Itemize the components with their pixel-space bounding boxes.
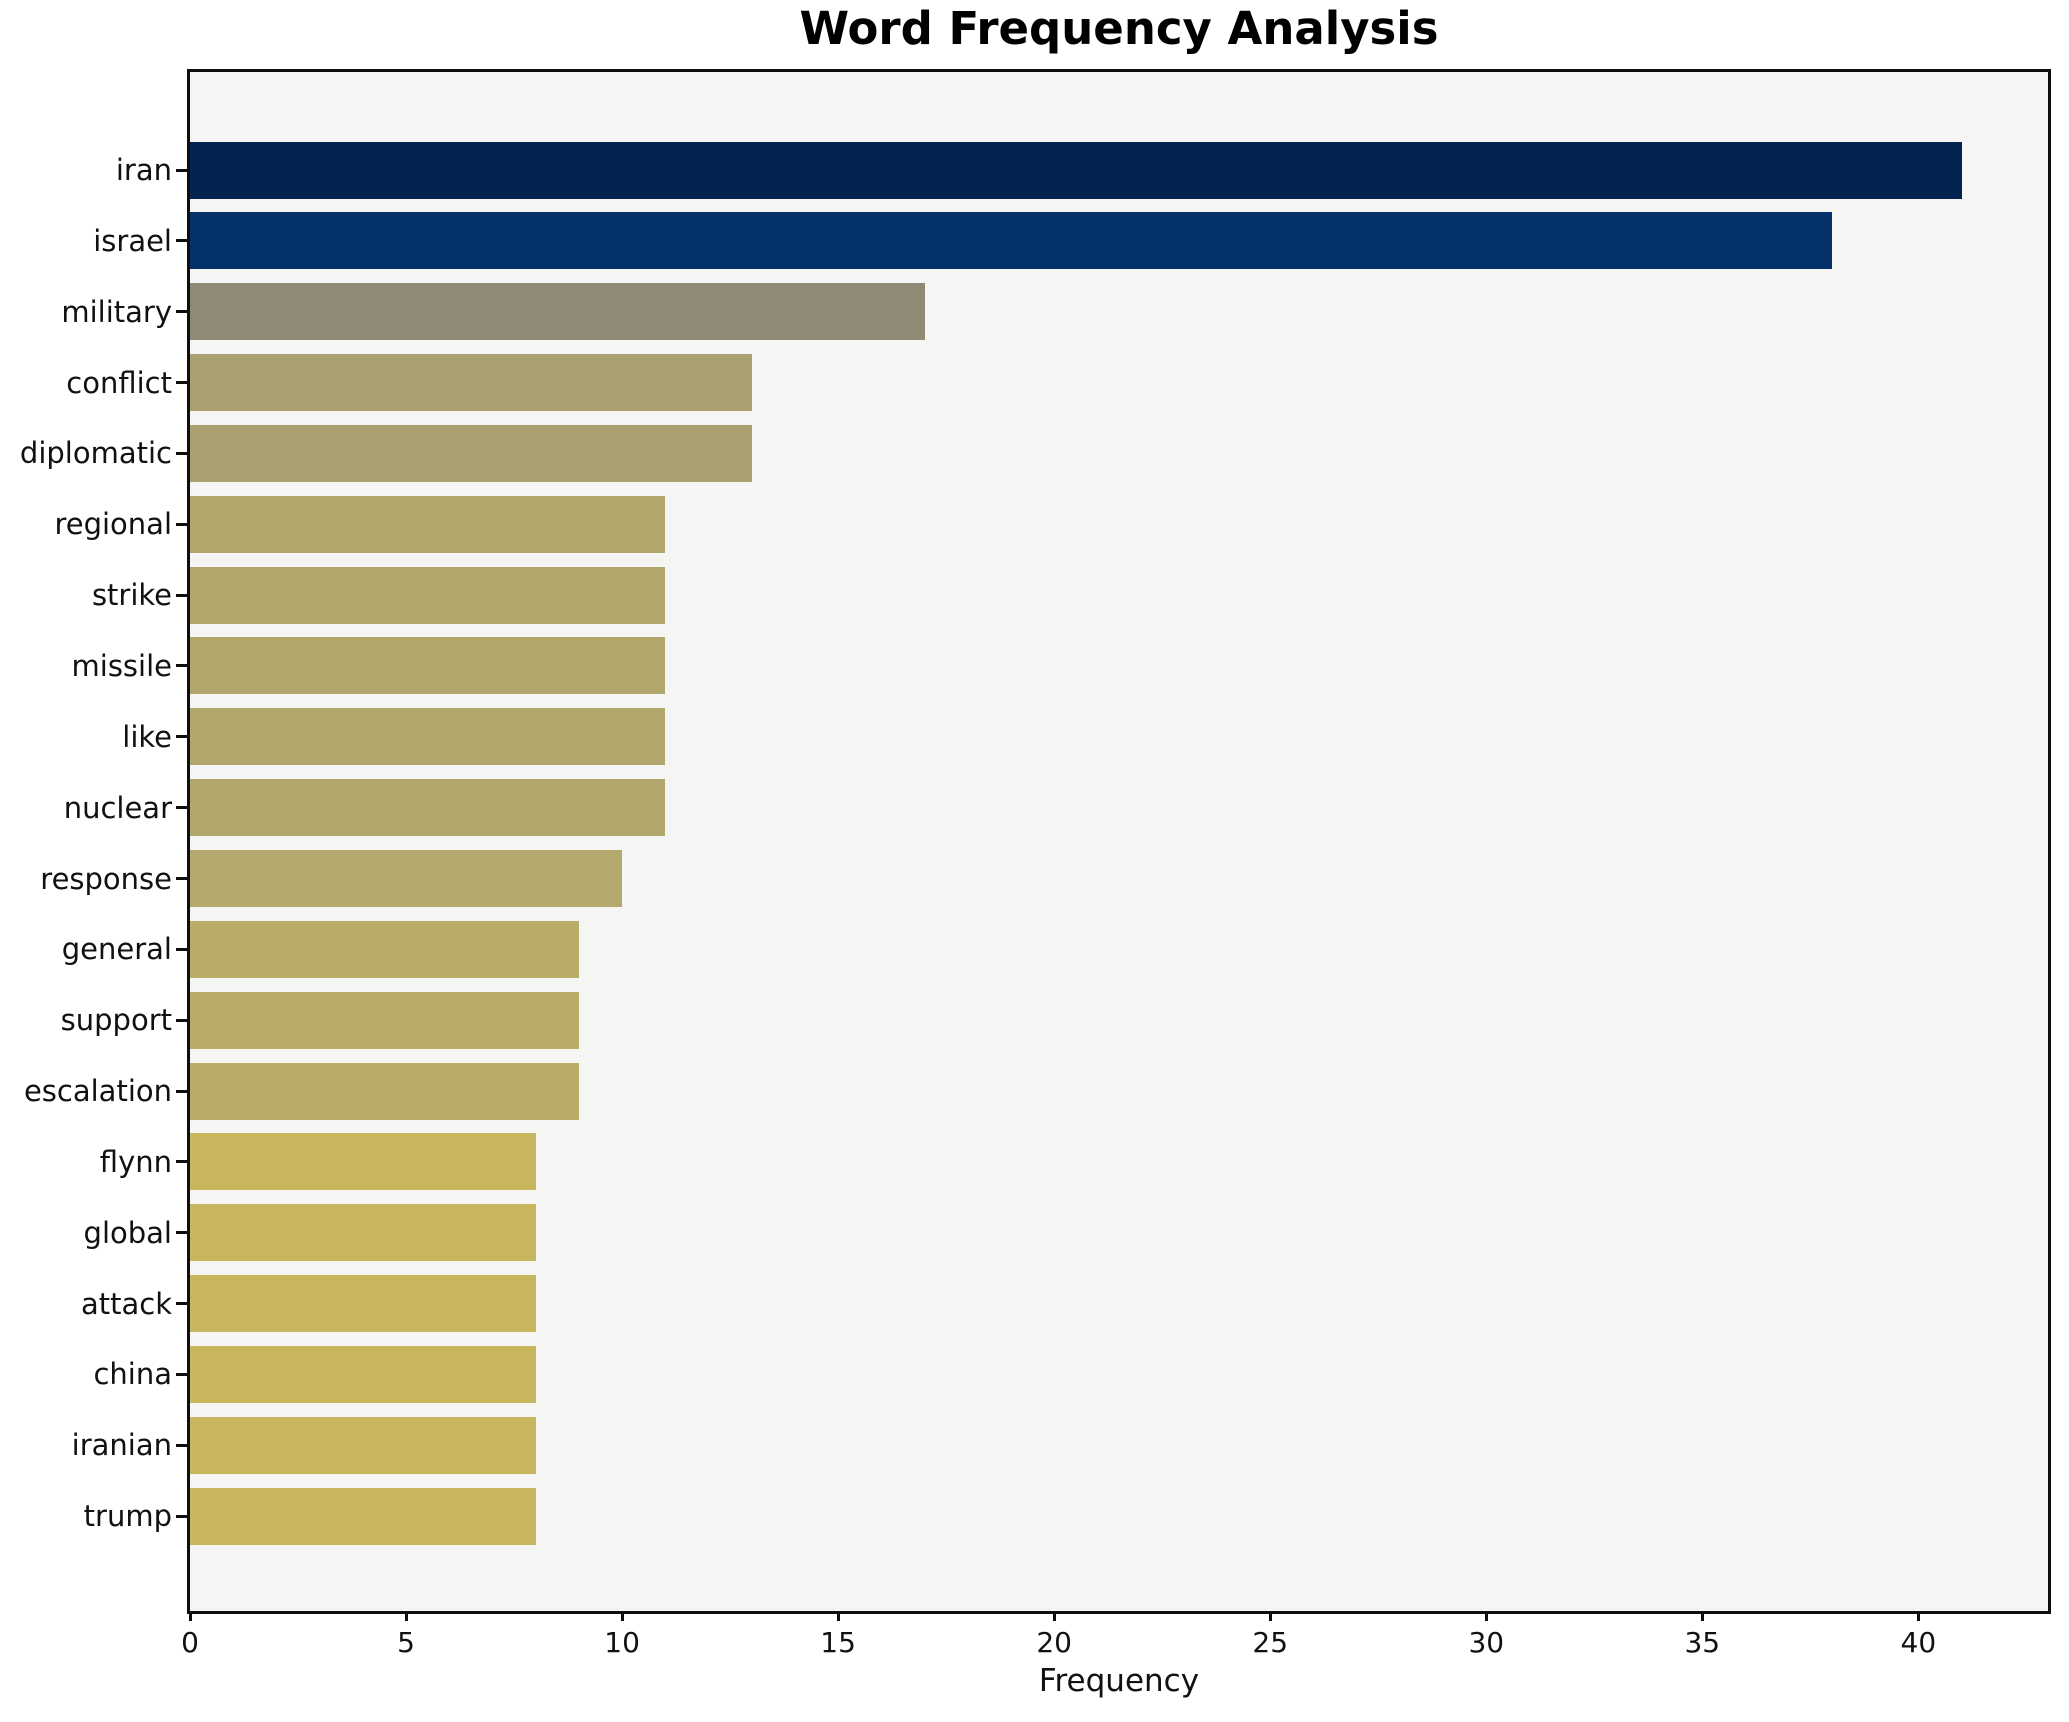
bar-israel [190,212,1832,270]
y-tick-israel [176,239,187,243]
bar-strike [190,566,666,624]
x-tick-label-0: 0 [181,1626,199,1659]
x-tick-40 [1916,1611,1920,1621]
bar-trump [190,1487,536,1545]
plot-area [187,69,2051,1614]
y-tick-label-regional: regional [54,507,172,542]
y-tick-like [176,735,187,739]
x-tick-20 [1052,1611,1056,1621]
y-tick-label-conflict: conflict [66,365,172,400]
y-tick-label-israel: israel [93,223,172,258]
bar-regional [190,495,666,553]
bar-like [190,708,666,766]
x-tick-15 [836,1611,840,1621]
bar-iran [190,141,1962,199]
x-tick-label-40: 40 [1900,1626,1937,1659]
bar-flynn [190,1133,536,1191]
y-tick-response [176,877,187,880]
y-tick-iranian [176,1443,187,1447]
y-tick-global [176,1231,187,1235]
x-tick-label-15: 15 [820,1626,856,1659]
x-axis-title: Frequency [1038,1663,1200,1699]
bar-conflict [190,354,752,412]
y-tick-support [176,1018,187,1022]
bar-escalation [190,1062,579,1120]
y-tick-nuclear [176,806,187,810]
y-tick-label-iran: iran [115,153,172,187]
x-tick-10 [620,1611,624,1621]
x-tick-label-5: 5 [397,1626,415,1659]
x-tick-30 [1484,1611,1488,1621]
y-tick-strike [176,593,187,597]
y-tick-trump [176,1514,187,1518]
bar-support [190,991,579,1049]
y-tick-label-military: military [61,294,172,329]
bar-missile [190,637,666,695]
bar-response [190,850,623,907]
bar-general [190,920,579,978]
y-tick-attack [176,1302,187,1306]
y-tick-escalation [176,1089,187,1093]
bar-iranian [190,1416,536,1474]
y-tick-china [176,1372,187,1376]
bar-china [190,1345,536,1403]
y-tick-label-flynn: flynn [99,1144,172,1179]
y-tick-label-china: china [93,1357,172,1392]
y-tick-label-iranian: iranian [71,1428,172,1463]
x-tick-label-30: 30 [1468,1626,1505,1659]
y-tick-label-escalation: escalation [23,1074,172,1109]
y-tick-label-support: support [60,1003,172,1038]
y-tick-label-nuclear: nuclear [63,790,172,825]
x-tick-label-20: 20 [1036,1626,1072,1659]
x-tick-5 [404,1611,408,1621]
y-tick-label-missile: missile [71,648,172,683]
y-tick-label-response: response [40,861,172,896]
y-tick-conflict [176,381,187,385]
y-tick-label-diplomatic: diplomatic [19,436,172,471]
y-tick-label-general: general [61,932,172,967]
y-tick-military [176,310,187,314]
x-tick-0 [188,1611,192,1621]
y-tick-label-strike: strike [91,578,172,613]
y-tick-label-global: global [83,1215,172,1250]
chart-title: Word Frequency Analysis [799,2,1439,55]
bar-military [190,283,925,341]
bar-attack [190,1275,536,1333]
y-tick-general [176,947,187,951]
y-tick-label-trump: trump [83,1499,172,1534]
x-tick-label-35: 35 [1684,1626,1721,1659]
bar-nuclear [190,779,666,837]
x-tick-25 [1268,1611,1272,1621]
y-tick-diplomatic [176,451,187,455]
x-tick-35 [1700,1611,1704,1621]
y-tick-iran [176,168,187,172]
y-tick-flynn [176,1160,187,1164]
y-tick-missile [176,664,187,668]
y-tick-regional [176,522,187,526]
y-tick-label-like: like [122,719,172,754]
x-tick-label-25: 25 [1252,1626,1289,1659]
bar-diplomatic [190,424,752,482]
x-tick-label-10: 10 [604,1626,640,1659]
bar-global [190,1204,536,1262]
y-tick-label-attack: attack [80,1286,172,1321]
